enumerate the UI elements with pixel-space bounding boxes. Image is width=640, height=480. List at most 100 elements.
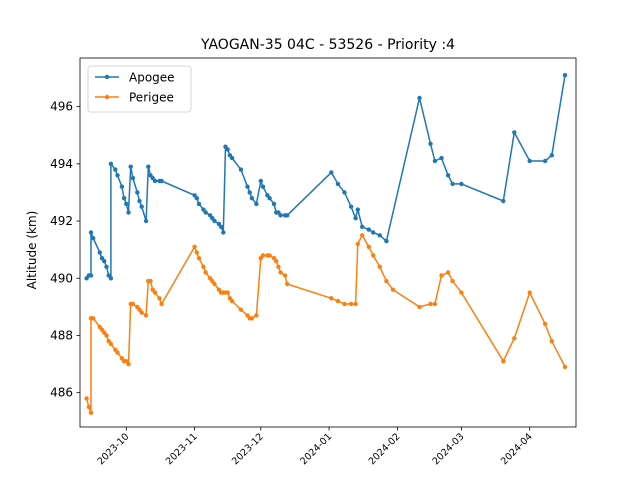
apogee-point — [119, 184, 125, 189]
perigee-point — [88, 410, 94, 415]
perigee-point — [84, 396, 89, 401]
apogee-point — [88, 273, 94, 278]
perigee-point — [249, 316, 255, 321]
apogee-point — [249, 196, 255, 201]
perigee-point — [329, 296, 334, 301]
x-tick-label: 2023-10 — [96, 431, 132, 467]
apogee-point — [417, 95, 422, 101]
apogee-point — [218, 224, 224, 229]
apogee-point — [366, 227, 371, 232]
apogee-point — [146, 164, 151, 169]
apogee-point — [152, 178, 158, 184]
apogee-point — [267, 196, 272, 201]
apogee-point — [88, 230, 94, 235]
apogee-point — [115, 173, 120, 178]
perigee-point — [203, 270, 208, 275]
apogee-point — [126, 210, 131, 215]
chart-title: YAOGAN-35 04C - 53526 - Priority :4 — [200, 37, 455, 53]
plot-background — [80, 58, 576, 427]
apogee-point — [108, 161, 114, 166]
apogee-point — [247, 190, 252, 195]
y-tick-label: 494 — [50, 157, 73, 171]
x-tick-label: 2024-02 — [367, 431, 403, 467]
apogee-point — [159, 178, 164, 184]
perigee-point — [439, 273, 444, 278]
apogee-point — [139, 204, 144, 209]
perigee-point — [126, 361, 131, 367]
apogee-point — [194, 196, 199, 201]
apogee-point — [450, 181, 455, 187]
apogee-point — [245, 184, 250, 189]
apogee-point — [221, 230, 226, 235]
apogee-point — [137, 198, 142, 204]
apogee-point — [229, 155, 235, 161]
apogee-point — [459, 181, 464, 187]
perigee-point — [445, 270, 451, 275]
apogee-point — [384, 238, 389, 244]
apogee-point — [278, 213, 283, 218]
perigee-point — [192, 244, 197, 249]
perigee-point — [377, 264, 382, 269]
apogee-point — [124, 201, 129, 207]
perigee-point — [229, 298, 235, 304]
perigee-point — [360, 233, 365, 238]
perigee-point — [450, 278, 455, 284]
perigee-legend-marker — [104, 94, 110, 100]
apogee-point — [91, 236, 96, 241]
perigee-point — [562, 364, 568, 370]
perigee-point — [225, 290, 230, 295]
perigee-point — [527, 290, 532, 295]
perigee-point — [549, 339, 554, 344]
apogee-point — [512, 130, 517, 135]
apogee-point — [439, 155, 444, 161]
perigee-point — [417, 304, 422, 310]
perigee-point — [86, 404, 92, 410]
apogee-point — [542, 158, 548, 164]
apogee-legend-label: Apogee — [129, 71, 175, 85]
y-tick-label: 488 — [50, 328, 73, 342]
perigee-point — [115, 350, 120, 355]
plot-frame — [79, 57, 577, 428]
apogee-point — [258, 178, 263, 184]
apogee-point — [143, 218, 149, 224]
perigee-point — [157, 296, 162, 301]
perigee-point — [371, 253, 376, 258]
apogee-point — [348, 204, 354, 209]
perigee-point — [196, 256, 202, 261]
apogee-point — [97, 250, 103, 255]
perigee-point — [254, 313, 259, 318]
perigee-point — [194, 250, 199, 255]
x-tick-label: 2023-12 — [230, 431, 266, 467]
apogee-point — [355, 207, 360, 212]
apogee-point — [130, 175, 136, 181]
perigee-point — [282, 273, 288, 278]
perigee-point — [267, 253, 272, 258]
apogee-point — [432, 158, 438, 164]
perigee-point — [390, 287, 396, 292]
perigee-point — [384, 278, 389, 284]
legend: Apogee Perigee — [87, 65, 192, 113]
apogee-point — [285, 213, 290, 218]
apogee-point — [371, 230, 376, 235]
x-tick-label: 2024-04 — [499, 431, 535, 467]
perigee-series — [84, 233, 568, 415]
perigee-point — [139, 310, 144, 315]
apogee-point — [353, 216, 358, 221]
apogee-point — [238, 167, 244, 172]
perigee-point — [335, 298, 341, 304]
apogee-point — [113, 167, 118, 172]
apogee-point — [445, 173, 451, 178]
perigee-point — [108, 341, 114, 347]
y-tick-label: 490 — [50, 271, 73, 285]
apogee-point — [360, 224, 365, 229]
perigee-point — [143, 313, 149, 318]
apogee-point — [271, 201, 277, 207]
apogee-point — [128, 164, 133, 169]
apogee-point — [254, 201, 259, 207]
perigee-point — [348, 301, 354, 307]
apogee-point — [212, 218, 217, 224]
apogee-point — [102, 258, 107, 264]
perigee-point — [212, 281, 217, 287]
apogee-point — [428, 141, 433, 146]
